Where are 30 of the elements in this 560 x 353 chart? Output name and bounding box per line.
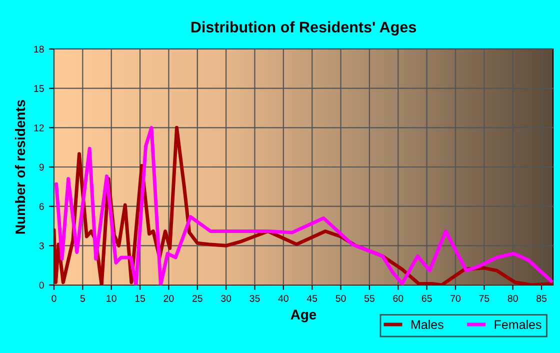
x-tick-label: 15 [135,295,146,302]
x-tick-label: 75 [479,295,490,302]
x-tick-label: 60 [393,294,404,302]
y-tick-label: 3 [39,242,44,250]
x-tick-label: 65 [422,294,432,302]
x-tick-label: 85 [536,294,547,302]
y-tick-label: 6 [39,203,44,210]
x-tick-label: 35 [250,294,260,302]
x-tick-label: 80 [508,294,518,302]
y-tick-label: 0 [39,282,44,289]
y-axis-title: Number of residents [14,100,26,234]
x-tick-label: 5 [80,295,85,302]
legend-label: Males [412,320,444,330]
x-tick-label: 50 [336,294,346,302]
x-tick-label: 25 [192,294,202,302]
y-tick-label: 9 [39,164,44,171]
x-tick-label: 45 [306,295,318,302]
x-tick-label: 10 [106,294,116,302]
chart-title: Distribution of Residents' Ages [191,21,416,36]
x-tick-label: 40 [278,294,288,302]
y-tick-label: 18 [34,46,44,53]
x-axis-title: Age [290,310,316,322]
x-tick-label: 70 [450,294,461,302]
x-tick-label: 55 [364,295,374,302]
x-tick-label: 30 [221,294,232,302]
legend-label: Females [494,320,542,330]
y-tick-label: 12 [34,124,44,132]
x-tick-label: 20 [164,294,174,302]
x-tick-label: 0 [52,294,56,302]
y-tick-label: 15 [34,85,44,92]
